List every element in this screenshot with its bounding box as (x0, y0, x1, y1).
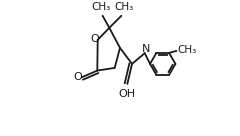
Text: CH₃: CH₃ (114, 2, 134, 12)
Text: N: N (142, 44, 150, 54)
Text: O: O (90, 33, 99, 44)
Text: OH: OH (119, 89, 136, 99)
Text: CH₃: CH₃ (178, 45, 197, 55)
Text: O: O (73, 72, 82, 82)
Text: CH₃: CH₃ (92, 2, 111, 12)
